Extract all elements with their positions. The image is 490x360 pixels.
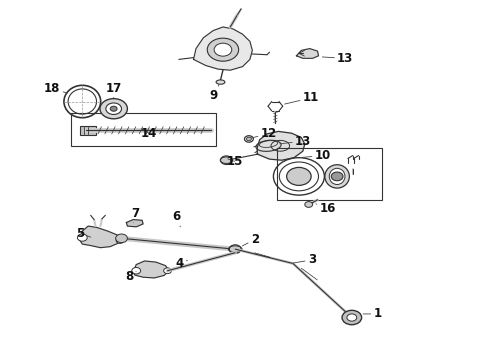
Polygon shape bbox=[79, 226, 122, 248]
Polygon shape bbox=[257, 131, 305, 160]
Ellipse shape bbox=[329, 168, 345, 184]
Text: 11: 11 bbox=[285, 91, 319, 104]
Text: 15: 15 bbox=[226, 155, 243, 168]
Circle shape bbox=[77, 234, 87, 241]
Circle shape bbox=[132, 267, 141, 274]
Circle shape bbox=[207, 38, 239, 61]
Bar bbox=[80, 126, 96, 135]
Circle shape bbox=[287, 167, 311, 185]
Circle shape bbox=[305, 202, 313, 207]
Circle shape bbox=[116, 238, 124, 243]
Circle shape bbox=[110, 106, 117, 111]
Circle shape bbox=[347, 314, 357, 321]
Polygon shape bbox=[126, 220, 143, 227]
Text: 13: 13 bbox=[280, 135, 311, 148]
Bar bbox=[277, 148, 382, 200]
Text: 3: 3 bbox=[292, 253, 316, 266]
Circle shape bbox=[220, 156, 232, 165]
Circle shape bbox=[246, 137, 251, 141]
Text: 13: 13 bbox=[322, 52, 353, 65]
Bar bbox=[71, 113, 216, 146]
Text: 7: 7 bbox=[131, 207, 140, 222]
Ellipse shape bbox=[216, 80, 225, 84]
Polygon shape bbox=[194, 27, 252, 70]
Text: 16: 16 bbox=[316, 202, 336, 215]
Text: 6: 6 bbox=[172, 210, 181, 227]
Text: 10: 10 bbox=[300, 149, 331, 162]
Text: 9: 9 bbox=[210, 85, 219, 102]
Circle shape bbox=[229, 245, 241, 253]
Circle shape bbox=[245, 136, 253, 142]
Circle shape bbox=[116, 234, 127, 243]
Text: 2: 2 bbox=[243, 233, 259, 246]
Ellipse shape bbox=[325, 165, 349, 188]
Circle shape bbox=[100, 99, 127, 119]
Circle shape bbox=[164, 268, 171, 274]
Circle shape bbox=[229, 246, 239, 253]
Text: 8: 8 bbox=[125, 270, 136, 283]
Circle shape bbox=[331, 172, 343, 181]
Polygon shape bbox=[296, 49, 318, 58]
Text: 18: 18 bbox=[44, 82, 67, 95]
Circle shape bbox=[214, 43, 232, 56]
Text: 12: 12 bbox=[251, 127, 277, 140]
Text: 5: 5 bbox=[76, 227, 91, 240]
Text: 14: 14 bbox=[141, 127, 157, 140]
Circle shape bbox=[342, 310, 362, 325]
Text: 1: 1 bbox=[363, 307, 382, 320]
Circle shape bbox=[106, 103, 122, 114]
Text: 17: 17 bbox=[105, 82, 122, 98]
Polygon shape bbox=[133, 261, 169, 278]
Text: 4: 4 bbox=[175, 257, 187, 270]
